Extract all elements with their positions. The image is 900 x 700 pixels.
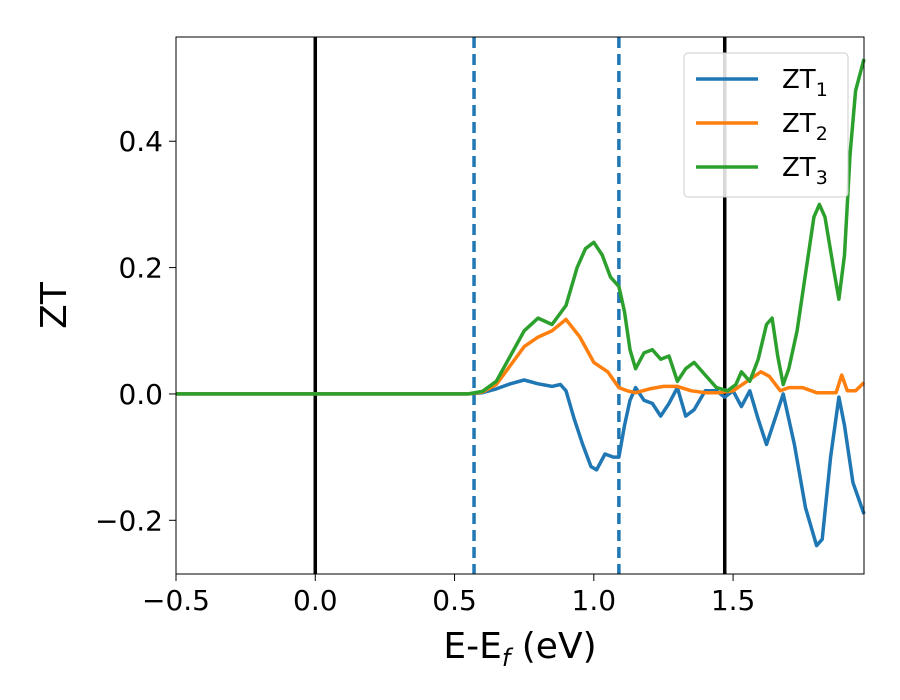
series-line-zt3 — [176, 58, 866, 396]
x-axis-label-unit: (eV) — [510, 626, 596, 667]
y-axis-label: ZT — [34, 281, 75, 329]
legend-label-zt1: ZT1 — [782, 65, 828, 101]
series-layer — [176, 58, 866, 548]
y-tick-label: 0.2 — [118, 252, 163, 285]
x-tick-label: 0.5 — [432, 584, 477, 617]
x-axis-label: E-Ef (eV) — [443, 626, 596, 672]
legend: ZT1 ZT2 ZT3 — [683, 52, 849, 198]
y-tick-label: 0.0 — [118, 378, 163, 411]
plot-frame — [175, 36, 865, 575]
ticks-layer: −0.5 0.0 0.5 1.0 1.5 −0.2 0.0 0.2 0.4 — [95, 125, 755, 617]
y-tick-label: 0.4 — [118, 125, 163, 158]
legend-label-zt2: ZT2 — [782, 109, 828, 145]
y-tick-label: −0.2 — [95, 504, 163, 537]
series-line-zt1 — [176, 378, 866, 548]
x-axis-label-main: E-E — [443, 626, 501, 667]
x-tick-label: 1.5 — [711, 584, 756, 617]
legend-box — [683, 52, 849, 198]
series-line-zt2 — [176, 317, 866, 396]
vertical-lines-layer — [313, 37, 727, 574]
legend-label-zt3: ZT3 — [782, 153, 828, 189]
x-tick-label: 1.0 — [572, 584, 617, 617]
x-tick-label: −0.5 — [142, 584, 210, 617]
x-tick-label: 0.0 — [293, 584, 338, 617]
